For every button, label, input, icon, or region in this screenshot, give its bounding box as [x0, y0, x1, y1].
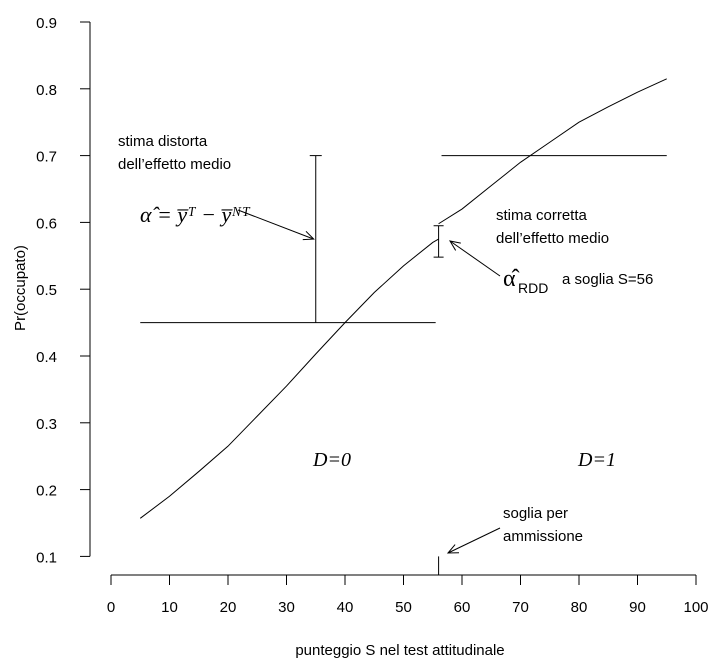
curve-segment-left [139, 238, 439, 519]
plot-area [139, 78, 667, 575]
rdd-subscript: RDD [518, 280, 548, 296]
curve-segment-right [438, 78, 667, 225]
corrected-line2: dell’effetto medio [496, 230, 609, 247]
biased-arrow-shaft [237, 209, 314, 240]
threshold-arrow-head [446, 544, 460, 554]
x-tick-label: 20 [220, 599, 237, 616]
x-tick-label: 60 [454, 599, 471, 616]
biased-title-line1: stima distorta [118, 133, 208, 150]
rdd-alpha-symbol: α̂ [503, 266, 520, 292]
x-tick-label: 30 [278, 599, 295, 616]
x-tick-label: 90 [629, 599, 646, 616]
y-tick-label: 0.1 [36, 549, 57, 566]
region-left-label: D=0 [312, 449, 351, 471]
threshold-label-line2: ammissione [503, 528, 583, 545]
corrected-line1: stima corretta [496, 207, 588, 224]
threshold-arrow-shaft [447, 527, 501, 554]
annotations: stima distorta dell’effetto medio α̂ = y… [118, 133, 653, 554]
rdd-arrow-shaft [449, 240, 501, 277]
x-axis-title: punteggio S nel test attitudinale [295, 642, 504, 659]
rdd-threshold-label: a soglia S=56 [562, 271, 653, 288]
biased-title-line2: dell’effetto medio [118, 156, 231, 173]
y-tick-label: 0.7 [36, 149, 57, 166]
y-axis-title: Pr(occupato) [12, 245, 29, 331]
x-tick-label: 100 [683, 599, 708, 616]
y-tick-label: 0.6 [36, 215, 57, 232]
x-tick-label: 50 [395, 599, 412, 616]
x-tick-label: 80 [571, 599, 588, 616]
x-tick-label: 70 [512, 599, 529, 616]
biased-formula: α̂ = y̅ᵀ − y̅ᴺᵀ [140, 202, 250, 227]
y-tick-label: 0.5 [36, 282, 57, 299]
y-tick-label: 0.8 [36, 82, 57, 99]
region-right-label: D=1 [577, 449, 616, 471]
x-tick-label: 40 [337, 599, 354, 616]
y-tick-label: 0.4 [36, 349, 57, 366]
axes: 0.1 0.2 0.3 0.4 0.5 0.6 0.7 0.8 0.9 0 10 20 30 40 50 60… [12, 15, 709, 659]
biased-arrow-head [302, 230, 315, 241]
y-tick-label: 0.9 [36, 15, 57, 32]
y-tick-label: 0.3 [36, 416, 57, 433]
y-tick-label: 0.2 [36, 483, 57, 500]
x-tick-label: 0 [107, 599, 115, 616]
rdd-arrow-head [448, 240, 461, 251]
threshold-label-line1: soglia per [503, 505, 568, 522]
x-tick-label: 10 [161, 599, 178, 616]
